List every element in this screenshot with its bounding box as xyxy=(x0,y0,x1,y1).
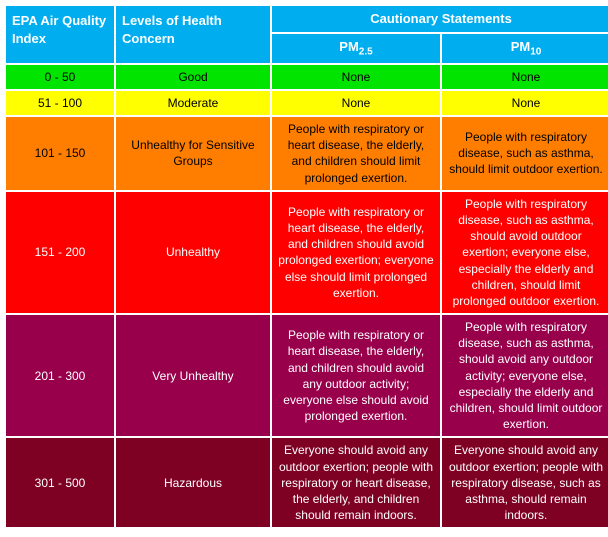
table-row: 151 - 200UnhealthyPeople with respirator… xyxy=(6,192,608,313)
header-health: Levels of Health Concern xyxy=(116,6,270,63)
header-pm10: PM10 xyxy=(442,34,608,63)
table-row: 101 - 150Unhealthy for Sensitive GroupsP… xyxy=(6,117,608,190)
cell-pm25-statement: People with respiratory or heart disease… xyxy=(272,117,440,190)
cell-pm10-statement: None xyxy=(442,65,608,89)
cell-pm25-statement: Everyone should avoid any outdoor exerti… xyxy=(272,438,440,527)
table-row: 0 - 50GoodNoneNone xyxy=(6,65,608,89)
pm25-prefix: PM xyxy=(339,39,359,54)
pm25-sub: 2.5 xyxy=(359,46,373,57)
cell-aqi-range: 101 - 150 xyxy=(6,117,114,190)
cell-aqi-range: 0 - 50 xyxy=(6,65,114,89)
aqi-table: EPA Air Quality Index Levels of Health C… xyxy=(4,4,608,529)
cell-pm10-statement: People with respiratory disease, such as… xyxy=(442,192,608,313)
table-row: 201 - 300Very UnhealthyPeople with respi… xyxy=(6,315,608,436)
header-cautionary: Cautionary Statements xyxy=(272,6,608,32)
cell-pm10-statement: People with respiratory disease, such as… xyxy=(442,117,608,190)
header-pm25: PM2.5 xyxy=(272,34,440,63)
cell-health-level: Good xyxy=(116,65,270,89)
pm10-sub: 10 xyxy=(530,46,541,57)
cell-pm25-statement: None xyxy=(272,65,440,89)
cell-health-level: Unhealthy for Sensitive Groups xyxy=(116,117,270,190)
cell-aqi-range: 151 - 200 xyxy=(6,192,114,313)
table-row: 51 - 100ModerateNoneNone xyxy=(6,91,608,115)
cell-aqi-range: 301 - 500 xyxy=(6,438,114,527)
pm10-prefix: PM xyxy=(511,39,531,54)
table-row: 301 - 500HazardousEveryone should avoid … xyxy=(6,438,608,527)
cell-aqi-range: 201 - 300 xyxy=(6,315,114,436)
cell-pm10-statement: None xyxy=(442,91,608,115)
cell-pm25-statement: People with respiratory or heart disease… xyxy=(272,315,440,436)
header-aqi: EPA Air Quality Index xyxy=(6,6,114,63)
cell-pm25-statement: People with respiratory or heart disease… xyxy=(272,192,440,313)
cell-pm10-statement: Everyone should avoid any outdoor exerti… xyxy=(442,438,608,527)
cell-pm10-statement: People with respiratory disease, such as… xyxy=(442,315,608,436)
cell-health-level: Hazardous xyxy=(116,438,270,527)
cell-health-level: Moderate xyxy=(116,91,270,115)
cell-aqi-range: 51 - 100 xyxy=(6,91,114,115)
cell-health-level: Unhealthy xyxy=(116,192,270,313)
cell-pm25-statement: None xyxy=(272,91,440,115)
table-header: EPA Air Quality Index Levels of Health C… xyxy=(6,6,608,63)
cell-health-level: Very Unhealthy xyxy=(116,315,270,436)
table-body: 0 - 50GoodNoneNone51 - 100ModerateNoneNo… xyxy=(6,65,608,528)
